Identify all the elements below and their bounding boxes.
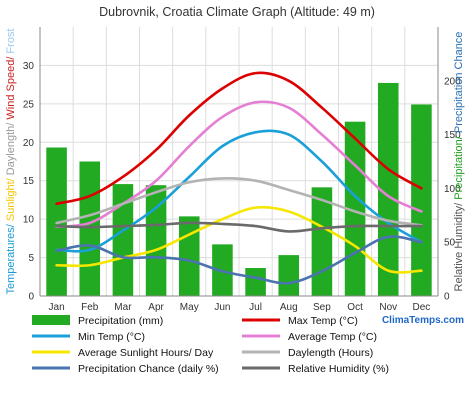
legend-label: Precipitation Chance (daily %) bbox=[78, 363, 219, 375]
relative-humidity-line bbox=[55, 221, 423, 233]
min-temp-c-line bbox=[55, 129, 423, 253]
precipitation-bar bbox=[377, 82, 399, 297]
precipitation-bar bbox=[112, 184, 134, 296]
left-tick-label: 0 bbox=[28, 292, 34, 303]
legend-label: Min Temp (°C) bbox=[78, 331, 145, 343]
precipitation-chance-daily-line bbox=[55, 235, 423, 285]
right-tick-label: 200 bbox=[444, 76, 461, 87]
month-label: Sep bbox=[313, 302, 331, 313]
precipitation-bar bbox=[278, 255, 300, 296]
max-temp-c-line bbox=[55, 71, 423, 206]
legend-label: Average Temp (°C) bbox=[288, 331, 377, 343]
month-label: Jul bbox=[249, 302, 262, 313]
axis-label-part: Sunlight/ bbox=[5, 175, 17, 221]
month-label: May bbox=[180, 302, 199, 313]
axis-label-part: Precipitation/ bbox=[453, 133, 465, 200]
left-tick-label: 10 bbox=[23, 215, 35, 226]
right-tick-label: 100 bbox=[444, 184, 461, 195]
chart-title: Dubrovnik, Croatia Climate Graph (Altitu… bbox=[99, 5, 375, 19]
left-tick-label: 15 bbox=[23, 176, 35, 187]
month-label: Dec bbox=[413, 302, 431, 313]
legend-label: Relative Humidity (%) bbox=[288, 363, 389, 375]
right-tick-label: 0 bbox=[444, 292, 450, 303]
daylength-hours-line bbox=[55, 177, 423, 227]
right-tick-label: 50 bbox=[444, 238, 456, 249]
axis-label-part: Relative Humidity/ bbox=[453, 200, 465, 292]
axis-label-part: Temperatures/ bbox=[5, 221, 17, 294]
series-lines bbox=[55, 71, 423, 285]
axis-label-part: Wind Speed/ bbox=[5, 54, 17, 120]
axis-label-part: Daylength/ bbox=[5, 120, 17, 176]
axes: 0 5 10 15 20 25 30 0 50 100 150 200 Jan Feb Mar Apr May J… bbox=[5, 27, 465, 313]
month-label: Aug bbox=[280, 302, 298, 313]
right-axis-label: Relative Humidity/ Precipitation/ Precip… bbox=[453, 32, 465, 292]
precipitation-bar bbox=[79, 161, 101, 296]
precipitation-bar bbox=[245, 268, 266, 296]
left-tick-label: 20 bbox=[23, 138, 35, 149]
brand-label: ClimaTemps.com bbox=[382, 315, 464, 326]
left-tick-label: 25 bbox=[23, 99, 35, 110]
month-label: Mar bbox=[114, 302, 132, 313]
month-label: Nov bbox=[379, 302, 397, 313]
average-sunlight-hours-day-line bbox=[55, 205, 423, 274]
left-tick-label: 5 bbox=[28, 253, 34, 264]
month-label: Feb bbox=[81, 302, 99, 313]
precipitation-bar bbox=[411, 104, 432, 296]
left-axis-label: Temperatures/ Sunlight/ Daylength/ Wind … bbox=[5, 28, 17, 294]
axis-label-part: Precipitation Chance bbox=[453, 32, 465, 134]
month-label: Apr bbox=[148, 302, 164, 313]
legend-swatch bbox=[32, 315, 70, 325]
month-label: Oct bbox=[347, 302, 363, 313]
precipitation-bar bbox=[344, 121, 366, 296]
legend-label: Max Temp (°C) bbox=[288, 315, 358, 327]
axis-label-part: Frost bbox=[5, 28, 17, 53]
right-tick-label: 150 bbox=[444, 130, 461, 141]
precipitation-bar bbox=[178, 216, 200, 296]
legend-label: Daylength (Hours) bbox=[288, 347, 373, 359]
month-label: Jan bbox=[49, 302, 65, 313]
month-label: Jun bbox=[214, 302, 230, 313]
legend-label: Average Sunlight Hours/ Day bbox=[78, 347, 214, 359]
legend-label: Precipitation (mm) bbox=[78, 315, 163, 327]
left-tick-label: 30 bbox=[23, 61, 35, 72]
legend: Precipitation (mm) Max Temp (°C) Min Temp … bbox=[32, 315, 389, 375]
